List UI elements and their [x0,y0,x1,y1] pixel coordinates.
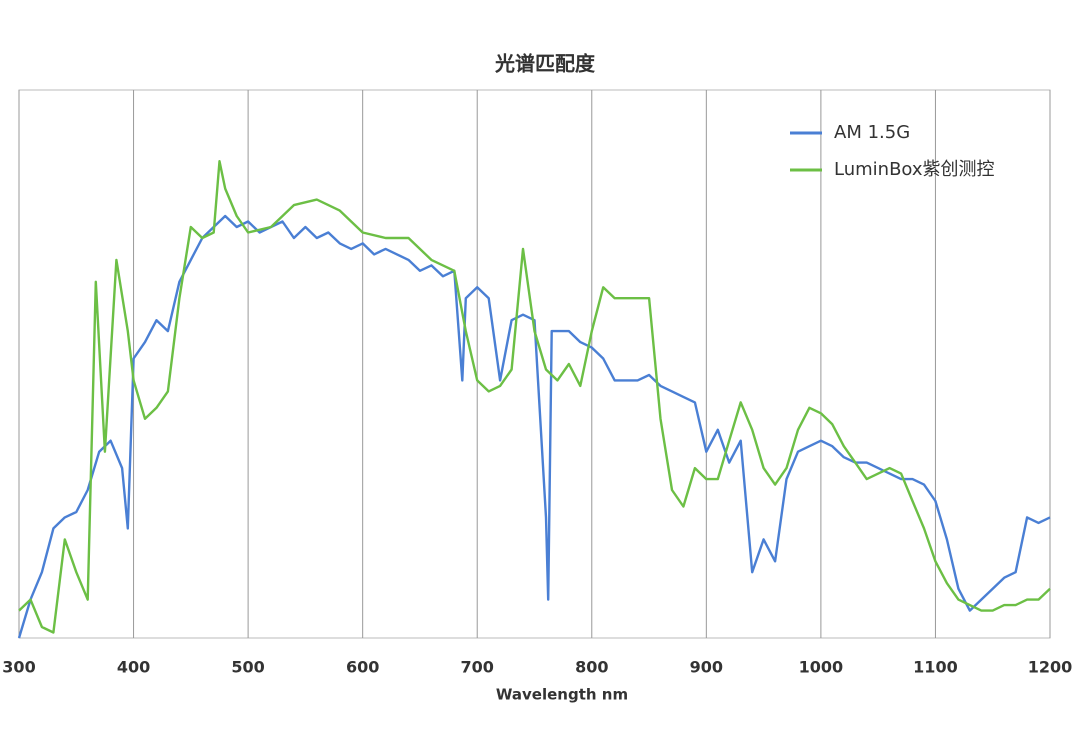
legend-label: LuminBox紫创测控 [834,159,995,180]
x-tick-label: 1200 [1028,658,1073,677]
x-tick-label: 700 [461,658,494,677]
x-tick-label: 800 [575,658,608,677]
x-tick-label: 1100 [913,658,958,677]
x-tick-label: 1000 [799,658,844,677]
x-tick-label: 400 [117,658,150,677]
legend-label: AM 1.5G [834,122,910,143]
x-tick-label: 300 [2,658,35,677]
x-axis-label: Wavelength nm [496,686,628,704]
x-tick-label: 600 [346,658,379,677]
chart-title: 光谱匹配度 [494,52,596,76]
x-tick-label: 900 [690,658,723,677]
data-line [18,159,1051,634]
x-tick-label: 500 [231,658,264,677]
data-line [17,214,1051,639]
